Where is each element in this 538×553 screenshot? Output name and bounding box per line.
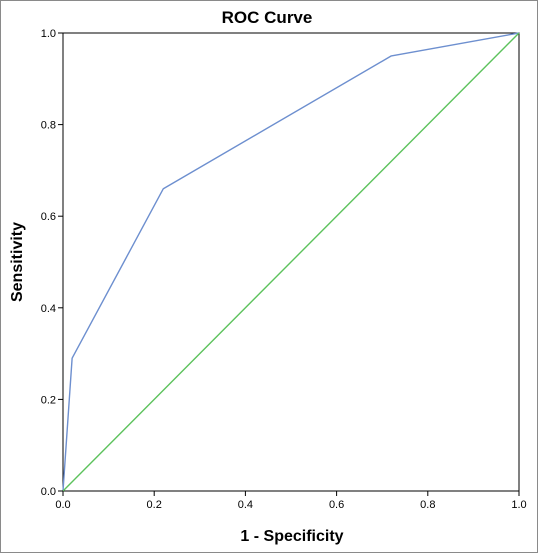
x-tick-label: 0.2	[147, 499, 162, 511]
y-tick-label: 1.0	[41, 28, 56, 40]
y-tick-label: 0.4	[41, 303, 56, 315]
reference-diagonal-line	[62, 32, 520, 492]
y-tick-label: 0.0	[41, 486, 56, 498]
plot-border	[62, 32, 520, 492]
x-tick-label: 0.6	[329, 499, 344, 511]
x-axis: 0.0 0.2 0.4 0.6 0.8 1.0	[55, 491, 527, 511]
plot-area	[62, 32, 520, 492]
y-tick-label: 0.6	[41, 211, 56, 223]
y-axis: 0.0 0.2 0.4 0.6 0.8 1.0	[41, 28, 63, 498]
chart-title: ROC Curve	[222, 8, 313, 27]
y-tick-label: 0.2	[41, 394, 56, 406]
x-axis-label: 1 - Specificity	[240, 528, 343, 545]
x-tick-label: 1.0	[511, 499, 526, 511]
x-tick-label: 0.0	[55, 499, 70, 511]
y-axis-label: Sensitivity	[9, 222, 26, 302]
series-layer	[62, 32, 520, 492]
x-tick-label: 0.4	[238, 499, 253, 511]
roc-curve-line	[62, 32, 520, 492]
x-tick-label: 0.8	[420, 499, 435, 511]
y-tick-label: 0.8	[41, 120, 56, 132]
